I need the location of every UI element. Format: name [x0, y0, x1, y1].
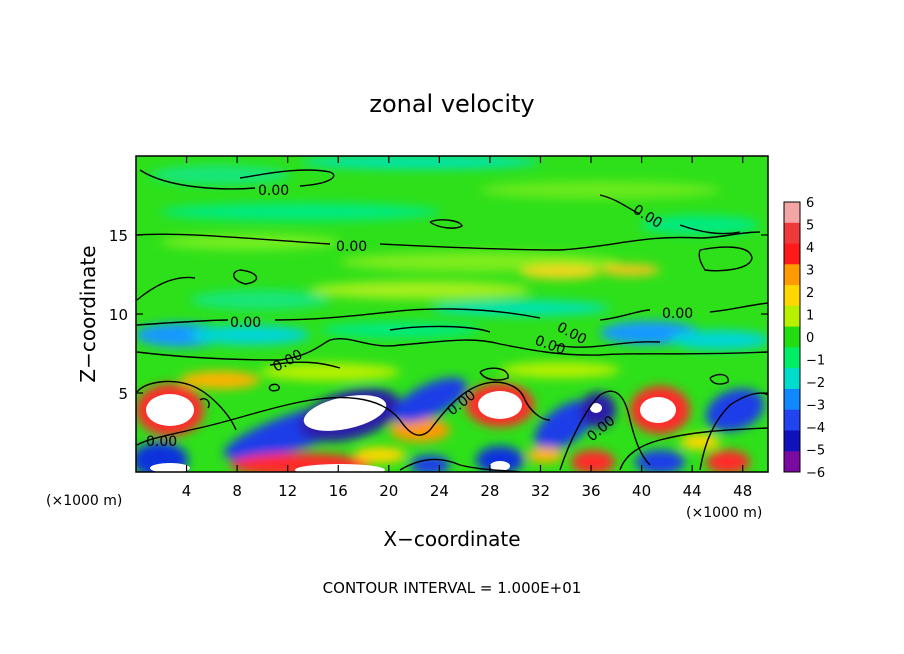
colorbar-label: 3 — [806, 264, 814, 279]
contour-lines — [136, 169, 768, 472]
x-tick-label: 36 — [581, 482, 600, 500]
colorbar-label: 6 — [806, 196, 814, 211]
x-tick-label: 4 — [182, 482, 192, 500]
colorbar-swatch — [784, 222, 800, 245]
y-tick-label: 15 — [109, 227, 128, 245]
colorbar-swatch — [784, 451, 800, 473]
colorbar-swatch — [784, 305, 800, 328]
colorbar-swatch — [784, 368, 800, 390]
contour-label: 0.00 — [230, 315, 261, 331]
x-axis: 4 8 12 16 20 24 28 32 36 40 44 48 — [182, 156, 752, 500]
colorbar-label: 5 — [806, 219, 814, 234]
colorbar-label: 0 — [806, 331, 814, 346]
x-tick-label: 48 — [733, 482, 752, 500]
x-tick-label: 32 — [531, 482, 550, 500]
x-tick-label: 24 — [430, 482, 449, 500]
colorbar-swatch — [784, 285, 800, 307]
contour-label: 0.00 — [258, 183, 289, 199]
colorbar-label: 4 — [806, 241, 814, 256]
y-tick-label: 5 — [118, 385, 128, 403]
colorbar-swatch — [784, 430, 800, 452]
colorbar-swatch — [784, 202, 800, 224]
x-tick-label: 8 — [232, 482, 242, 500]
colorbar-label: −4 — [806, 421, 825, 436]
chart-title: zonal velocity — [369, 90, 534, 118]
y-axis-label: Z−coordinate — [76, 245, 100, 382]
field-blobs — [136, 156, 768, 472]
x-unit-left: (×1000 m) — [46, 493, 122, 509]
colorbar-frame — [783, 201, 801, 473]
contour-labels: 0.00 0.00 0.00 0.00 0.00 0.00 0.00 0.00 … — [146, 183, 693, 450]
colorbar-label: 1 — [806, 309, 814, 324]
x-tick-label: 28 — [480, 482, 499, 500]
y-axis: 5 10 15 — [109, 227, 768, 403]
colorbar-label: −6 — [806, 466, 825, 481]
colorbar-label: −5 — [806, 444, 825, 459]
colorbar-swatch — [784, 264, 800, 286]
saturated-cores — [146, 391, 676, 472]
colorbar-label: −3 — [806, 399, 825, 414]
colorbar-label: 2 — [806, 286, 814, 301]
contour-label: 0.00 — [662, 306, 693, 322]
colorbar-swatch — [784, 388, 800, 411]
colorbar-swatch — [784, 409, 800, 431]
x-tick-label: 20 — [379, 482, 398, 500]
x-tick-label: 16 — [329, 482, 348, 500]
x-tick-label: 40 — [632, 482, 651, 500]
colorbar-label: −1 — [806, 354, 825, 369]
colorbar-swatch — [784, 243, 800, 265]
x-tick-label: 44 — [683, 482, 702, 500]
contour-label: 0.00 — [146, 434, 177, 450]
y-tick-label: 10 — [109, 306, 128, 324]
colorbar: 6 5 4 3 2 1 0 −1 −2 −3 −4 −5 −6 — [783, 196, 825, 481]
plot-area: 0.00 0.00 0.00 0.00 0.00 0.00 0.00 0.00 … — [136, 156, 768, 472]
x-unit-right: (×1000 m) — [686, 505, 762, 521]
x-axis-label: X−coordinate — [383, 527, 520, 551]
x-tick-label: 12 — [278, 482, 297, 500]
colorbar-label: −2 — [806, 376, 825, 391]
colorbar-swatch — [784, 347, 800, 369]
contour-label: 0.00 — [336, 239, 367, 255]
contour-interval-footer: CONTOUR INTERVAL = 1.000E+01 — [323, 579, 582, 597]
colorbar-swatch — [784, 326, 800, 348]
